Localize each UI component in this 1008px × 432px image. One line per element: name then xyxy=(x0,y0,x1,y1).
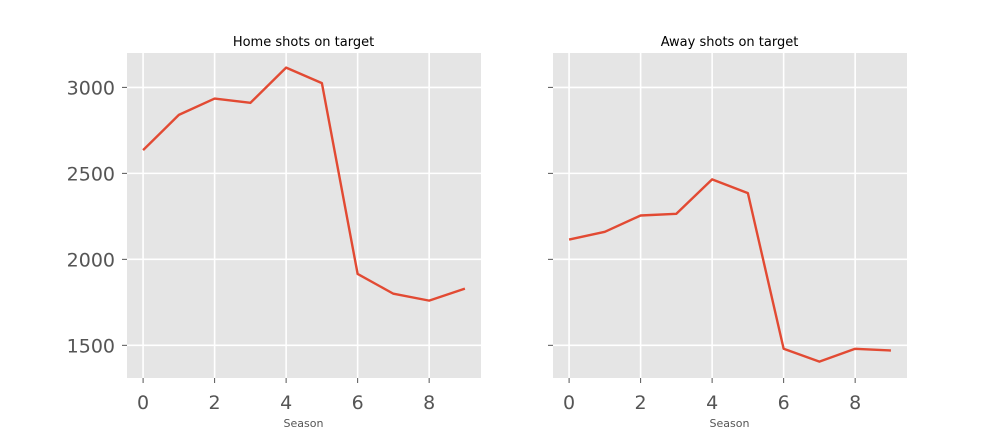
home-x-tick-label: 0 xyxy=(137,392,149,414)
away-x-tick-label: 8 xyxy=(849,392,861,414)
away-x-tick-label: 2 xyxy=(635,392,647,414)
home-x-axis-label: Season xyxy=(284,417,324,430)
home-series-line xyxy=(142,66,466,302)
home-x-tick-label: 8 xyxy=(423,392,435,414)
away-series-line xyxy=(568,178,891,363)
home-x-tick-label: 4 xyxy=(280,392,292,414)
away-x-axis-label: Season xyxy=(710,417,750,430)
away-shots-title: Away shots on target xyxy=(661,35,799,50)
away-x-tick-label: 4 xyxy=(706,392,718,414)
home-y-tick-label: 3000 xyxy=(67,77,115,99)
away-plot-area xyxy=(553,53,907,378)
home-shots-title: Home shots on target xyxy=(233,35,374,50)
away-x-tick-label: 0 xyxy=(563,392,575,414)
away-x-tick-label: 6 xyxy=(778,392,790,414)
home-y-tick-label: 2000 xyxy=(67,249,115,271)
home-x-tick-label: 2 xyxy=(209,392,221,414)
home-shots-panel: Home shots on target Season 0 2 4 6 8 1500 200… xyxy=(67,35,481,430)
home-plot-area xyxy=(127,53,481,378)
home-y-tick-label: 2500 xyxy=(67,163,115,185)
home-x-tick-label: 6 xyxy=(352,392,364,414)
away-shots-panel: Away shots on target Season 0 2 4 6 8 xyxy=(548,35,907,430)
home-y-tick-label: 1500 xyxy=(67,335,115,357)
